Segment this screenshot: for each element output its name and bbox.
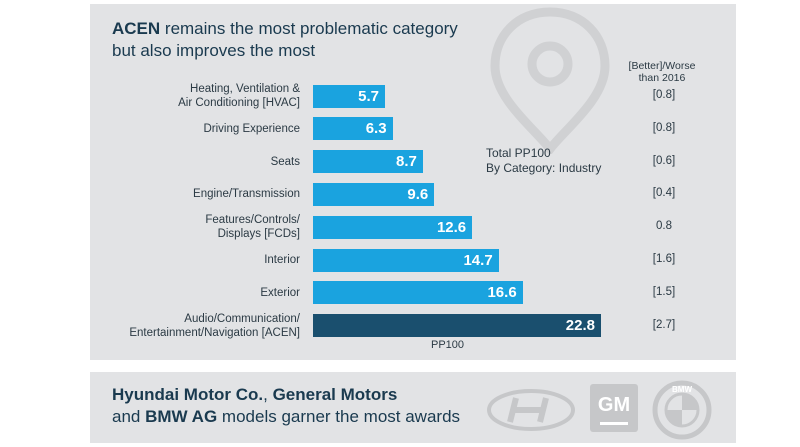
category-label: Driving Experience <box>203 122 300 135</box>
heading-rest: remains the most problematic category <box>164 19 458 38</box>
category-label: Engine/Transmission <box>193 188 300 201</box>
location-pin-icon <box>490 7 610 154</box>
category-label: Heating, Ventilation & Air Conditioning … <box>178 83 300 109</box>
bar-value-label: 12.6 <box>436 218 467 236</box>
change-value: [1.5] <box>652 285 676 298</box>
change-value: [0.8] <box>652 89 676 101</box>
change-value: [0.8] <box>652 121 676 134</box>
category-label: Features/Controls/ Displays [FCDs] <box>205 214 300 241</box>
award-prefix: and <box>112 407 141 426</box>
category-label: Exterior <box>260 286 300 299</box>
bar-value-label: 9.6 <box>407 185 429 203</box>
change-header: [Better]/Worse than 2016 <box>628 60 696 84</box>
bmw-logo-text: BMW <box>672 385 692 394</box>
x-axis-label: PP100 <box>431 339 465 351</box>
bar-value-label: 16.6 <box>487 284 517 302</box>
bar <box>313 117 393 141</box>
bar-value-label: 5.7 <box>358 87 379 105</box>
bar-value-label: 14.7 <box>463 251 493 269</box>
bar <box>313 248 499 272</box>
gm-logo-icon: GM <box>590 384 638 432</box>
gm-logo-text: GM <box>597 394 631 416</box>
bar <box>313 281 523 305</box>
change-value: [2.7] <box>652 318 676 331</box>
hyundai-logo-icon <box>487 389 575 431</box>
category-label: Interior <box>264 254 300 266</box>
award-rest: models garner the most awards <box>221 407 461 426</box>
change-value: 0.8 <box>656 220 672 233</box>
category-label: Seats <box>270 155 300 168</box>
bmw-logo-icon: BMW <box>652 380 712 440</box>
bar <box>313 215 473 239</box>
category-label: Audio/Communication/ Entertainment/Navig… <box>129 312 300 339</box>
change-value: [0.6] <box>652 154 676 167</box>
bar <box>313 314 601 338</box>
chart-heading: ACEN remains the most problematic catego… <box>112 18 458 62</box>
change-value: [0.4] <box>652 187 676 200</box>
bar-value-label: 6.3 <box>365 120 387 138</box>
bar-value-label: 22.8 <box>565 317 595 335</box>
heading-bold: ACEN <box>112 19 161 38</box>
bar <box>313 84 385 108</box>
award-brand-bmw: BMW AG <box>145 407 218 426</box>
bar <box>313 182 435 206</box>
award-brand-hyundai: Hyundai Motor Co. <box>112 385 264 404</box>
chart-panel: ACEN remains the most problematic catego… <box>90 4 736 360</box>
change-value: [1.6] <box>652 253 676 265</box>
heading-line2: but also improves the most <box>112 41 316 60</box>
award-separator: , <box>263 385 268 404</box>
chart-title: Total PP100 By Category: Industry <box>486 146 602 175</box>
bar-value-label: 8.7 <box>396 153 417 171</box>
bar <box>313 150 423 174</box>
award-brand-gm: General Motors <box>272 385 398 404</box>
awards-panel: Hyundai Motor Co., General Motors and BM… <box>90 372 736 443</box>
awards-text: Hyundai Motor Co., General Motors and BM… <box>112 384 460 428</box>
